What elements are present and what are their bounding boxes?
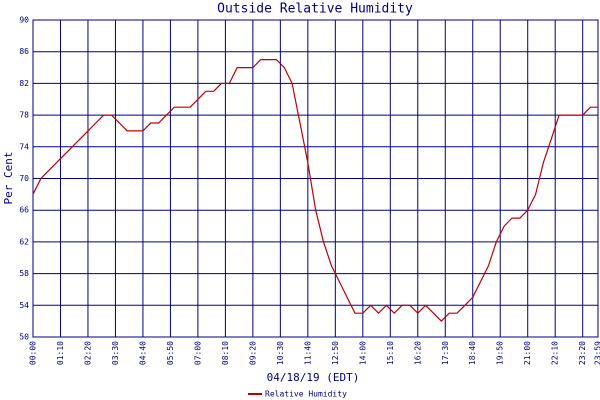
x-tick-label: 08:10 [221, 341, 230, 365]
x-tick-label: 07:00 [193, 341, 202, 365]
x-tick-label: 19:50 [496, 341, 505, 365]
x-tick-label: 14:00 [358, 341, 367, 365]
x-tick-label: 23:59 [594, 341, 600, 365]
x-tick-label: 05:50 [166, 341, 175, 365]
x-tick-label: 15:10 [386, 341, 395, 365]
y-tick-label: 78 [19, 111, 29, 120]
y-tick-label: 82 [19, 79, 29, 88]
x-axis-label: 04/18/19 (EDT) [267, 371, 360, 384]
x-tick-label: 02:20 [83, 341, 92, 365]
y-tick-label: 86 [19, 47, 29, 56]
x-tick-label: 10:30 [276, 341, 285, 365]
y-tick-label: 90 [19, 16, 29, 25]
x-tick-label: 03:30 [111, 341, 120, 365]
chart-title: Outside Relative Humidity [217, 2, 413, 17]
x-tick-label: 09:20 [248, 341, 257, 365]
x-tick-label: 11:40 [303, 341, 312, 365]
x-tick-label: 04:40 [138, 341, 147, 365]
y-tick-label: 58 [19, 269, 29, 278]
y-tick-label: 54 [19, 301, 29, 310]
plot-frame [32, 19, 599, 338]
y-tick-label: 74 [19, 142, 29, 151]
x-tick-label: 01:10 [56, 341, 65, 365]
y-axis-label: Per Cent [2, 152, 15, 205]
y-tick-label: 70 [19, 174, 29, 183]
y-tick-label: 66 [19, 206, 29, 215]
x-tick-label: 23:20 [578, 341, 587, 365]
x-tick-label: 00:00 [29, 341, 38, 365]
x-tick-label: 21:00 [523, 341, 532, 365]
x-tick-label: 18:40 [468, 341, 477, 365]
x-tick-label: 17:30 [441, 341, 450, 365]
data-line [32, 59, 598, 322]
y-tick-label: 62 [19, 237, 29, 246]
legend-label: Relative Humidity [265, 390, 347, 399]
x-tick-label: 16:20 [413, 341, 422, 365]
x-tick-label: 22:10 [551, 341, 560, 365]
y-tick-label: 50 [19, 333, 29, 342]
x-tick-label: 12:50 [331, 341, 340, 365]
